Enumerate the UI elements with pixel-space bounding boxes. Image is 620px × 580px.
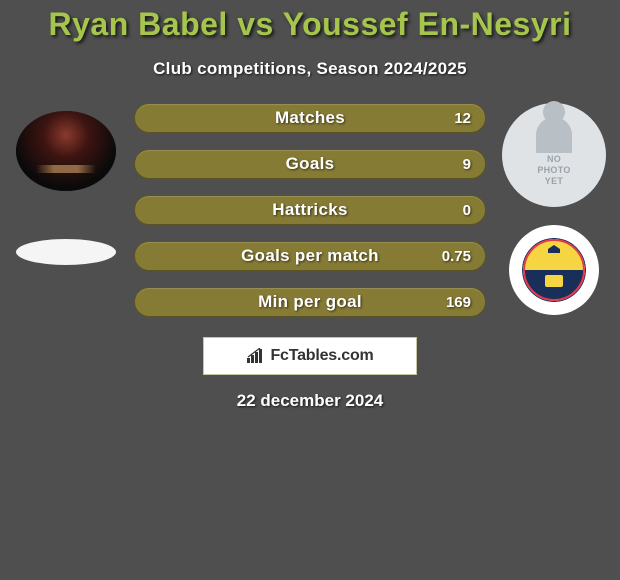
stat-value: 0.75 [442,248,471,265]
bar-chart-icon [246,348,266,364]
stat-value: 169 [446,294,471,311]
stat-bar-matches: Matches 12 [134,103,486,133]
infographic-container: Ryan Babel vs Youssef En-Nesyri Club com… [0,0,620,411]
main-row: Matches 12 Goals 9 Hattricks 0 Goals per… [0,103,620,333]
player1-photo-inner [16,111,116,191]
brand-box: FcTables.com [203,337,417,375]
stat-label: Matches [275,108,345,128]
subtitle: Club competitions, Season 2024/2025 [0,59,620,79]
stat-value: 9 [463,156,471,173]
player1-club-placeholder [16,239,116,265]
stat-label: Min per goal [258,292,362,312]
player2-photo-placeholder: NO PHOTO YET [502,103,606,207]
stat-bar-goals: Goals 9 [134,149,486,179]
stat-label: Hattricks [272,200,347,220]
stat-bar-min-per-goal: Min per goal 169 [134,287,486,317]
placeholder-text-line: PHOTO [537,166,570,175]
placeholder-text-line: NO [547,155,561,164]
stat-value: 12 [454,110,471,127]
brand-text: FcTables.com [270,347,373,365]
date-text: 22 december 2024 [0,391,620,411]
player2-club-badge: FENERBAHÇE SPOR K U L Ü B Ü 19 07 [509,225,599,315]
player1-photo [16,111,116,191]
player1-column [6,103,126,265]
badge-inner [523,239,585,301]
silhouette-icon [536,117,572,153]
placeholder-text-line: YET [545,177,563,186]
stats-column: Matches 12 Goals 9 Hattricks 0 Goals per… [126,103,494,333]
stat-bar-goals-per-match: Goals per match 0.75 [134,241,486,271]
stat-value: 0 [463,202,471,219]
stat-label: Goals [286,154,335,174]
stat-bar-hattricks: Hattricks 0 [134,195,486,225]
stat-label: Goals per match [241,246,379,266]
player2-column: NO PHOTO YET FENERBAHÇE SPOR [494,103,614,315]
page-title: Ryan Babel vs Youssef En-Nesyri [0,6,620,43]
